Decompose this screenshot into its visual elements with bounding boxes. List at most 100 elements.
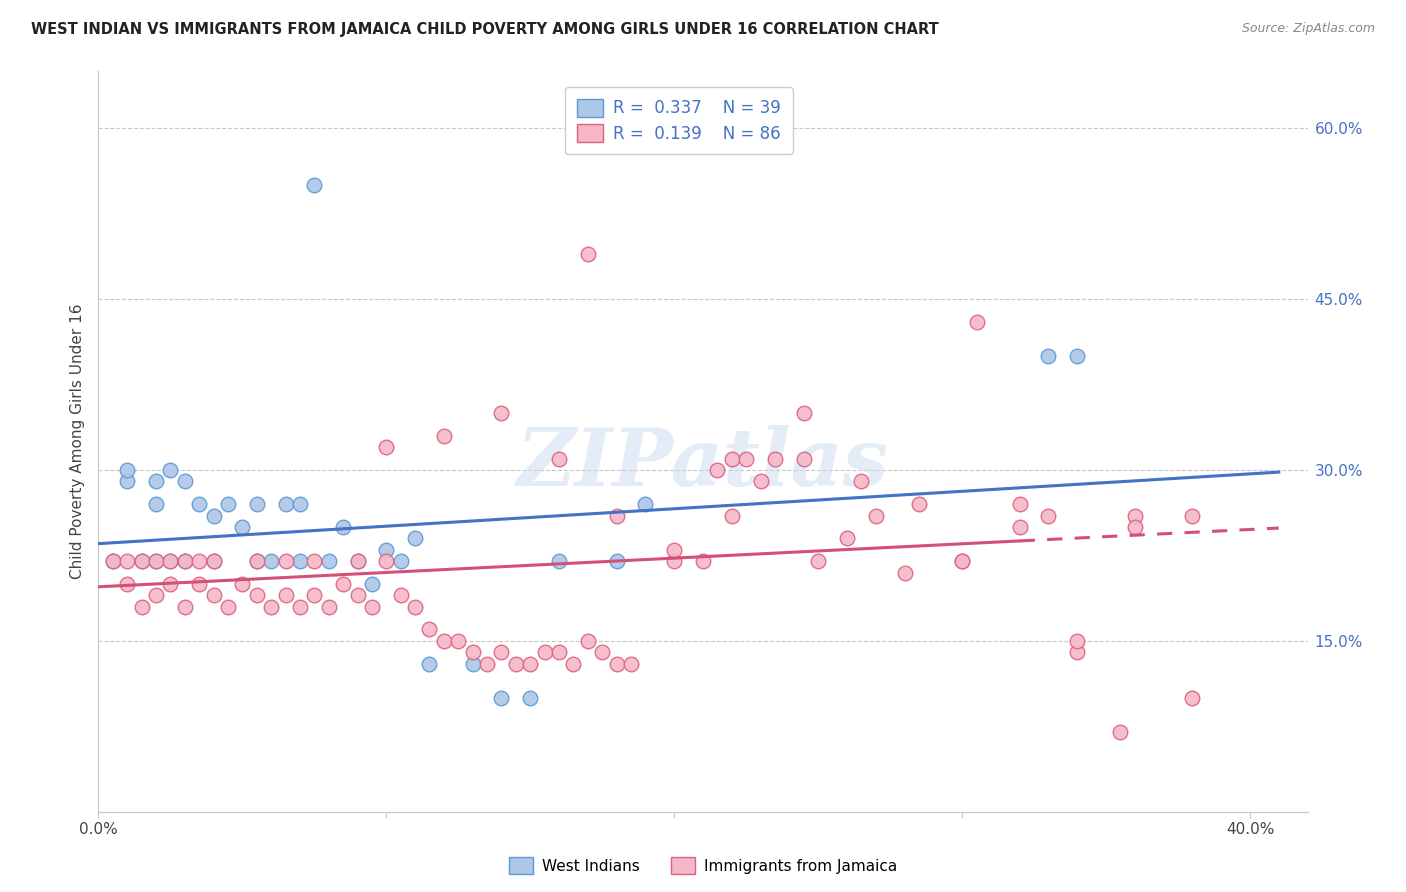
Point: [173, 475, 195, 489]
Point: [260, 554, 283, 568]
Point: [835, 532, 858, 546]
Point: [318, 599, 340, 614]
Point: [101, 554, 124, 568]
Point: [749, 475, 772, 489]
Point: [591, 645, 613, 659]
Point: [950, 554, 973, 568]
Point: [433, 429, 456, 443]
Text: ZIPatlas: ZIPatlas: [517, 425, 889, 502]
Text: Source: ZipAtlas.com: Source: ZipAtlas.com: [1241, 22, 1375, 36]
Point: [389, 588, 412, 602]
Point: [418, 623, 440, 637]
Point: [115, 463, 138, 477]
Point: [720, 508, 742, 523]
Point: [288, 554, 311, 568]
Point: [131, 554, 153, 568]
Point: [1038, 349, 1060, 363]
Point: [115, 475, 138, 489]
Point: [548, 645, 571, 659]
Point: [188, 577, 211, 591]
Point: [188, 554, 211, 568]
Point: [145, 497, 167, 511]
Point: [304, 554, 326, 568]
Point: [491, 406, 513, 420]
Point: [159, 554, 181, 568]
Point: [375, 440, 398, 454]
Point: [202, 554, 225, 568]
Point: [274, 554, 297, 568]
Point: [720, 451, 742, 466]
Point: [793, 406, 815, 420]
Point: [634, 497, 657, 511]
Point: [491, 690, 513, 705]
Point: [332, 577, 354, 591]
Point: [461, 645, 484, 659]
Point: [346, 554, 368, 568]
Point: [361, 577, 384, 591]
Point: [131, 599, 153, 614]
Point: [1038, 508, 1060, 523]
Point: [246, 497, 269, 511]
Y-axis label: Child Poverty Among Girls Under 16: Child Poverty Among Girls Under 16: [70, 304, 86, 579]
Point: [304, 588, 326, 602]
Point: [145, 475, 167, 489]
Point: [1123, 508, 1146, 523]
Point: [173, 554, 195, 568]
Point: [908, 497, 931, 511]
Legend: R =  0.337    N = 39, R =  0.139    N = 86: R = 0.337 N = 39, R = 0.139 N = 86: [565, 87, 793, 154]
Point: [1123, 520, 1146, 534]
Point: [145, 554, 167, 568]
Point: [793, 451, 815, 466]
Point: [851, 475, 873, 489]
Point: [159, 463, 181, 477]
Point: [173, 554, 195, 568]
Point: [246, 588, 269, 602]
Point: [304, 178, 326, 193]
Point: [389, 554, 412, 568]
Point: [173, 599, 195, 614]
Point: [505, 657, 527, 671]
Point: [865, 508, 887, 523]
Point: [217, 599, 239, 614]
Point: [231, 520, 253, 534]
Point: [519, 657, 541, 671]
Point: [274, 588, 297, 602]
Point: [1066, 633, 1088, 648]
Point: [346, 554, 368, 568]
Point: [101, 554, 124, 568]
Point: [288, 599, 311, 614]
Point: [361, 599, 384, 614]
Point: [202, 554, 225, 568]
Point: [260, 599, 283, 614]
Point: [246, 554, 269, 568]
Point: [606, 657, 628, 671]
Point: [115, 577, 138, 591]
Point: [606, 554, 628, 568]
Point: [606, 508, 628, 523]
Point: [404, 599, 426, 614]
Point: [735, 451, 758, 466]
Point: [620, 657, 643, 671]
Point: [548, 554, 571, 568]
Point: [576, 633, 599, 648]
Point: [1181, 508, 1204, 523]
Point: [576, 246, 599, 260]
Point: [202, 588, 225, 602]
Point: [533, 645, 555, 659]
Point: [664, 542, 686, 557]
Point: [966, 315, 988, 329]
Point: [763, 451, 786, 466]
Point: [1008, 520, 1031, 534]
Point: [288, 497, 311, 511]
Point: [692, 554, 714, 568]
Point: [433, 633, 456, 648]
Point: [562, 657, 585, 671]
Point: [548, 451, 571, 466]
Point: [893, 566, 915, 580]
Point: [332, 520, 354, 534]
Point: [145, 588, 167, 602]
Point: [159, 554, 181, 568]
Point: [1066, 645, 1088, 659]
Point: [375, 542, 398, 557]
Point: [519, 690, 541, 705]
